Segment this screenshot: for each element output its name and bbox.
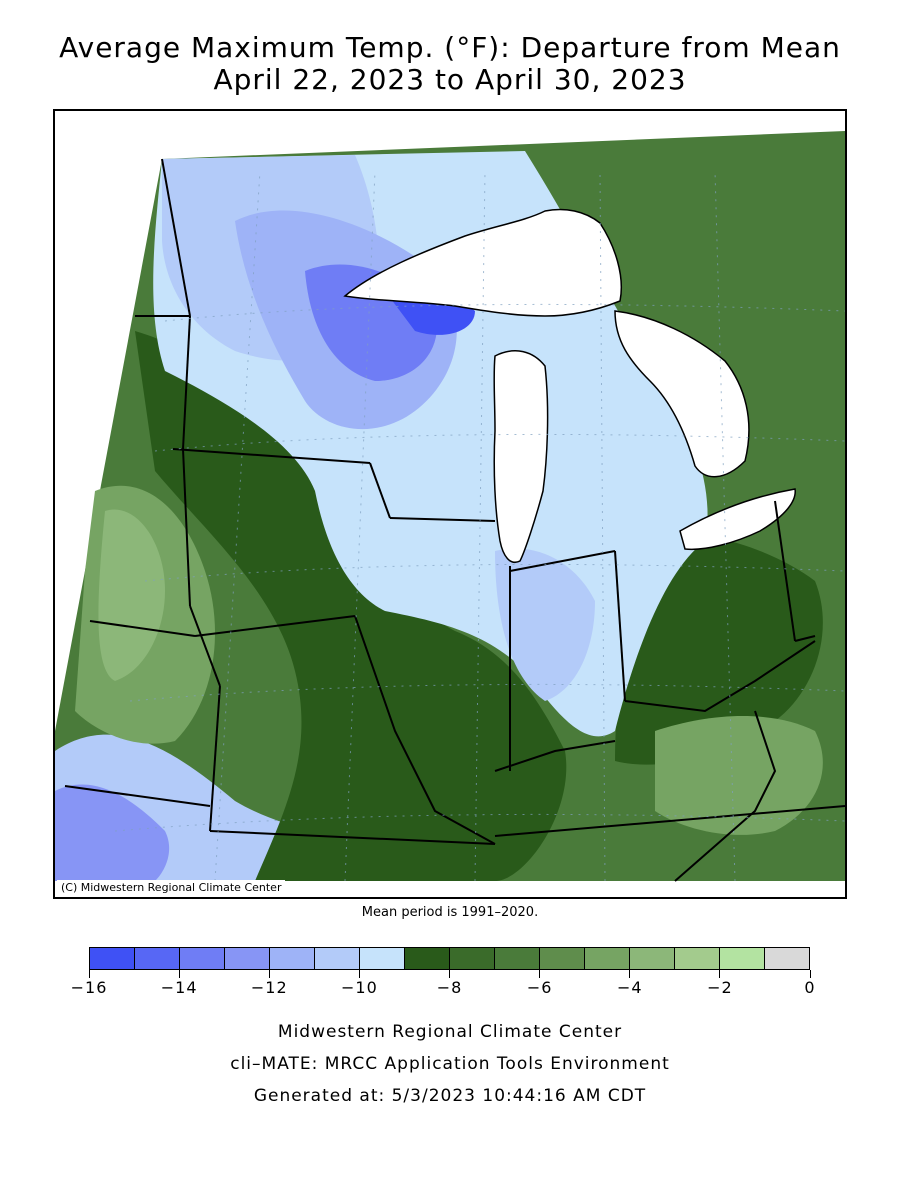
zone-appalachia-light-green [655,716,823,835]
legend-swatch [765,948,809,969]
legend-swatch [225,948,270,969]
legend-swatch [540,948,585,969]
lake-huron [614,310,750,478]
legend-tick-label: −2 [707,978,733,997]
zone-indiana-blue [495,548,595,701]
legend-swatch [90,948,135,969]
legend-tick [88,970,90,978]
credit-generated-time: Generated at: 5/3/2023 10:44:16 AM CDT [253,1086,647,1106]
zone-dark-green-belt [135,331,567,881]
credit-organization: Midwestern Regional Climate Center [277,1022,623,1042]
legend-swatch [495,948,540,969]
legend-swatch [135,948,180,969]
legend-swatch [270,948,315,969]
legend-tick-label: 0 [804,978,816,997]
credit-application: cli–MATE: MRCC Application Tools Environ… [230,1054,670,1074]
map-title-line-2: April 22, 2023 to April 30, 2023 [213,63,687,96]
legend-swatch [315,948,360,969]
legend-swatch [675,948,720,969]
legend-tick [449,970,450,978]
legend-tick-label: −12 [250,978,288,997]
legend-swatch [630,948,675,969]
legend-tick [268,970,270,978]
legend-tick [719,970,721,978]
legend-swatch [720,948,765,969]
mean-period-note: Mean period is 1991–2020. [361,905,539,920]
map-title-line-1: Average Maximum Temp. (°F): Departure fr… [59,31,841,64]
legend-color-bar [89,947,810,970]
map-copyright-label: (C) Midwestern Regional Climate Center [57,880,286,895]
legend-tick-label: −4 [616,978,643,997]
legend-tick-label: −10 [340,978,378,997]
legend-tick-label: −6 [526,978,553,997]
graticule [114,170,845,882]
legend-tick [178,970,180,978]
legend-tick-label: −14 [160,978,198,997]
legend-swatch [360,948,405,969]
legend-swatch [405,948,450,969]
legend-swatch [180,948,225,969]
legend-tick-label: −8 [436,978,463,997]
lake-michigan [493,350,549,563]
zone-kansas-deep-blue [55,784,170,881]
legend-tick [809,970,811,978]
legend-tick [629,970,631,978]
map-panel: (C) Midwestern Regional Climate Center [53,109,847,899]
legend-tick [539,970,541,978]
legend-swatch [450,948,495,969]
lake-erie [679,488,796,551]
state-boundaries [64,158,845,882]
legend-tick [358,970,360,978]
zone-nebraska-lighter-green [98,509,165,681]
temperature-departure-map [55,111,845,897]
legend-swatch [585,948,630,969]
lake-superior [343,208,623,317]
legend-tick-label: −16 [70,978,108,997]
